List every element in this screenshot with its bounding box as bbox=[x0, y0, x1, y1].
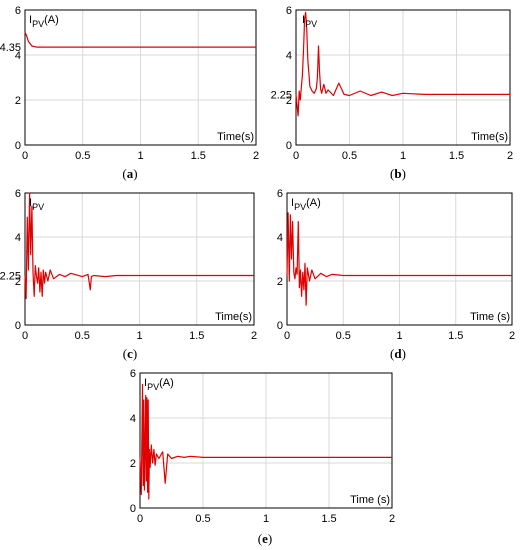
x-tick-label: 0.5 bbox=[75, 330, 90, 342]
ipv-signal-line bbox=[139, 383, 392, 500]
x-tick-label: 0.5 bbox=[342, 150, 357, 162]
x-tick-label: 1 bbox=[400, 150, 406, 162]
x-tick-label: 0.5 bbox=[75, 150, 90, 162]
level-annotation: 4.35 bbox=[0, 42, 21, 54]
chart-panel: 0 0.5 1 1.5 2 0 2 4 6 IPV(A) Time (s) (e) bbox=[130, 368, 395, 546]
y-tick-label: 2 bbox=[130, 458, 136, 470]
y-tick-label: 2 bbox=[15, 276, 21, 288]
x-tick-label: 1.5 bbox=[449, 150, 464, 162]
ipv-signal-line bbox=[295, 11, 510, 117]
ipv-axis-label: IPV(A) bbox=[291, 197, 321, 212]
chart-panel: 0 0.5 1 1.5 2 0 2 4 6 2.25 IPV Time(s) (c) bbox=[0, 188, 257, 361]
x-tick-label: 0 bbox=[293, 150, 299, 162]
x-tick-label: 1.5 bbox=[321, 513, 336, 525]
panel-caption: (b) bbox=[390, 166, 406, 181]
x-tick-label: 0.5 bbox=[195, 513, 210, 525]
ipv-axis-label: IPV bbox=[29, 197, 44, 212]
level-annotation: 2.25 bbox=[0, 271, 21, 283]
plot-border bbox=[295, 9, 511, 146]
x-tick-label: 1.5 bbox=[448, 330, 463, 342]
y-tick-label: 0 bbox=[15, 140, 21, 152]
panel-caption: (d) bbox=[390, 346, 406, 361]
x-tick-label: 1 bbox=[263, 513, 269, 525]
y-tick-label: 6 bbox=[277, 188, 283, 200]
y-tick-label: 4 bbox=[15, 232, 21, 244]
x-tick-label: 1 bbox=[137, 150, 143, 162]
x-tick-label: 0 bbox=[22, 330, 28, 342]
y-tick-label: 2 bbox=[277, 276, 283, 288]
y-tick-label: 0 bbox=[277, 320, 283, 332]
ipv-signal-line bbox=[286, 212, 512, 306]
panel-caption: (c) bbox=[123, 346, 137, 361]
y-tick-label: 4 bbox=[130, 413, 136, 425]
plot-border bbox=[139, 372, 393, 509]
level-annotation: 2.25 bbox=[271, 89, 292, 101]
plot-border bbox=[24, 192, 255, 326]
ipv-signal-line bbox=[24, 192, 254, 300]
x-tick-label: 1 bbox=[396, 330, 402, 342]
x-tick-label: 1 bbox=[136, 330, 142, 342]
y-tick-label: 0 bbox=[130, 503, 136, 515]
x-tick-label: 2 bbox=[509, 330, 515, 342]
chart-panel: 0 0.5 1 1.5 2 0 2 4 6 IPV(A) Time (s) (d) bbox=[277, 188, 515, 361]
x-tick-label: 0.5 bbox=[336, 330, 351, 342]
ipv-axis-label: IPV(A) bbox=[144, 377, 174, 392]
chart-panel: 0 0.5 1 1.5 2 0 2 4 6 4.35 IPV(A) Time(s) (a) bbox=[0, 5, 259, 181]
x-tick-label: 2 bbox=[251, 330, 257, 342]
time-axis-label: Time (s) bbox=[470, 311, 510, 323]
time-axis-label: Time(s) bbox=[217, 131, 254, 143]
x-tick-label: 0 bbox=[137, 513, 143, 525]
y-tick-label: 0 bbox=[15, 320, 21, 332]
time-axis-label: Time (s) bbox=[350, 494, 390, 506]
ipv-axis-label: IPV bbox=[302, 14, 317, 29]
panel-caption: (a) bbox=[122, 166, 137, 181]
y-tick-label: 4 bbox=[286, 50, 292, 62]
y-tick-label: 2 bbox=[286, 95, 292, 107]
y-tick-label: 6 bbox=[130, 368, 136, 380]
chart-panel: 0 0.5 1 1.5 2 0 2 4 6 2.25 IPV Time(s) (b) bbox=[271, 5, 513, 181]
y-tick-label: 6 bbox=[286, 5, 292, 17]
x-tick-label: 0 bbox=[22, 150, 28, 162]
y-tick-label: 0 bbox=[286, 140, 292, 152]
panel-caption: (e) bbox=[258, 531, 272, 546]
y-tick-label: 2 bbox=[15, 95, 21, 107]
x-tick-label: 2 bbox=[253, 150, 259, 162]
y-tick-label: 6 bbox=[15, 188, 21, 200]
x-tick-label: 0 bbox=[284, 330, 290, 342]
y-tick-label: 4 bbox=[15, 50, 21, 62]
x-tick-label: 1.5 bbox=[189, 330, 204, 342]
ipv-axis-label: IPV(A) bbox=[29, 14, 59, 29]
y-tick-label: 4 bbox=[277, 232, 283, 244]
plot-border bbox=[24, 9, 257, 146]
x-tick-label: 2 bbox=[507, 150, 513, 162]
ipv-signal-line bbox=[24, 32, 256, 48]
x-tick-label: 2 bbox=[389, 513, 395, 525]
x-tick-label: 1.5 bbox=[191, 150, 206, 162]
time-axis-label: Time(s) bbox=[215, 311, 252, 323]
y-tick-label: 6 bbox=[15, 5, 21, 17]
time-axis-label: Time(s) bbox=[471, 131, 508, 143]
